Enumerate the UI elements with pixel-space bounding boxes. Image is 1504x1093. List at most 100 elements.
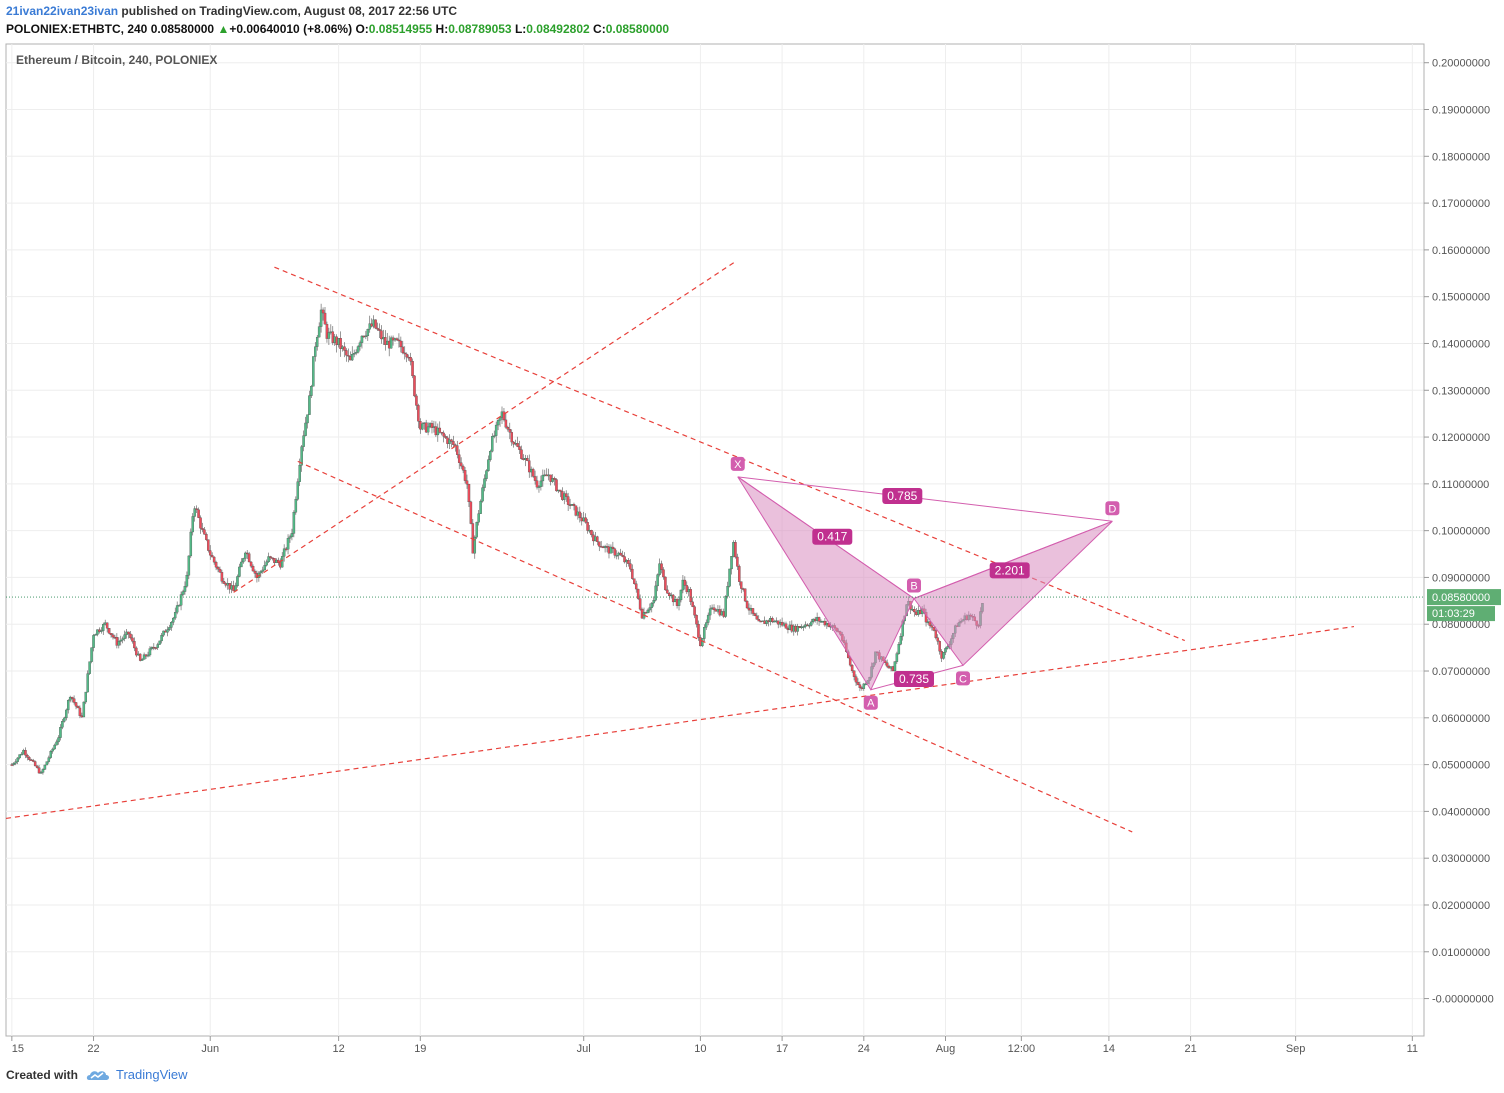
low-label: L: <box>514 22 527 36</box>
candle-body <box>590 530 593 536</box>
candle-body <box>88 661 91 674</box>
candle-body <box>572 504 576 506</box>
pattern-point-badge <box>1105 501 1120 516</box>
candle-body <box>343 346 346 351</box>
candle-body <box>170 622 173 628</box>
candle-body <box>368 323 371 330</box>
candle-body <box>127 631 130 635</box>
ratio-badge <box>989 562 1030 579</box>
candle-body <box>668 593 671 597</box>
candle-body <box>45 761 49 766</box>
candle-body <box>808 625 811 627</box>
candle-body <box>627 560 630 564</box>
price-axis[interactable]: 0.20000000 0.19000000 0.18000000 0.17000000… <box>1423 44 1501 1036</box>
candle-body <box>708 608 712 616</box>
candle-body <box>740 581 743 589</box>
candle-body <box>481 487 484 502</box>
candle-body <box>282 548 286 557</box>
candle-body <box>646 609 650 614</box>
candle-body <box>467 483 471 503</box>
candle-body <box>317 326 321 338</box>
candle-body <box>609 546 613 554</box>
last-price-label: 0.08580000 <box>1432 592 1490 604</box>
candle-body <box>689 589 692 603</box>
candle-body <box>288 536 292 539</box>
close-value: 0.08580000 <box>605 22 670 36</box>
candle-body <box>181 591 185 595</box>
harmonic-pattern[interactable]: X A B C D 0.417 0.785 0.735 2.201 <box>730 456 1120 710</box>
candle-body <box>487 459 490 471</box>
candle-body <box>691 601 694 607</box>
candle-body <box>203 529 206 535</box>
candle-body <box>119 639 123 642</box>
plot-area[interactable] <box>5 43 1425 1037</box>
candle-body <box>751 608 755 614</box>
candle-body <box>697 623 700 638</box>
candle-body <box>111 634 115 638</box>
candle-body <box>121 638 124 641</box>
candle-body <box>16 757 19 762</box>
candle-body <box>430 423 434 428</box>
candle-body <box>321 309 325 314</box>
candle-body <box>485 470 488 479</box>
candle-body <box>61 721 64 728</box>
candle-body <box>712 607 716 610</box>
candle-body <box>802 626 805 628</box>
time-tick-label: 21 <box>1184 1043 1196 1055</box>
tradingview-link[interactable]: TradingView <box>86 1067 188 1082</box>
candle-body <box>817 617 821 622</box>
countdown-label: 01:03:29 <box>1432 608 1475 620</box>
candle-body <box>510 432 513 443</box>
price-tick-label: 0.05000000 <box>1432 760 1490 772</box>
candle-body <box>35 765 39 768</box>
candle-body <box>160 634 163 642</box>
candle-body <box>399 340 403 348</box>
candle-body <box>810 621 813 626</box>
candle-body <box>193 508 196 517</box>
candle-body <box>475 522 478 538</box>
author-link[interactable]: 21ivan22ivan23ivan <box>6 4 119 18</box>
candle-body <box>862 683 866 689</box>
candle-body <box>43 764 47 770</box>
candle-body <box>216 567 220 570</box>
candle-body <box>300 446 303 466</box>
candle-body <box>352 353 356 355</box>
candle-body <box>638 598 642 610</box>
candle-body <box>158 640 161 645</box>
price-tick-label: 0.01000000 <box>1432 947 1490 959</box>
time-tick-label: Jul <box>577 1043 591 1055</box>
candle-body <box>596 536 599 542</box>
candle-body <box>473 536 477 554</box>
candle-body <box>946 646 949 649</box>
ratio-label: 0.785 <box>887 489 917 503</box>
candle-body <box>109 633 113 636</box>
candle-body <box>899 636 903 645</box>
candle-body <box>934 630 938 638</box>
candle-body <box>796 626 799 632</box>
candle-body <box>65 709 68 719</box>
created-with-label: Created with <box>6 1067 79 1082</box>
price-tick-label: 0.10000000 <box>1432 526 1490 538</box>
candle-body <box>701 638 704 647</box>
candle-body <box>553 478 556 480</box>
price-tick-label: 0.13000000 <box>1432 385 1490 397</box>
candle-body <box>380 330 383 340</box>
candle-body <box>765 620 768 624</box>
candle-body <box>650 602 654 608</box>
candle-body <box>66 700 70 711</box>
candle-body <box>631 568 634 579</box>
candle-body <box>858 684 862 688</box>
time-axis[interactable]: 15 22 Jun 12 19 Jul 10 17 24 Aug 12:00 14 21 Sep 11 <box>11 1036 1418 1055</box>
candle-body <box>745 600 749 609</box>
candle-body <box>39 772 43 774</box>
candle-body <box>611 546 615 549</box>
candle-body <box>683 579 687 586</box>
publish-text: published on TradingView.com, August 08,… <box>121 4 458 18</box>
candle-body <box>84 691 88 703</box>
candle-body <box>191 516 194 533</box>
time-tick-label: Aug <box>936 1043 956 1055</box>
candle-body <box>932 627 936 631</box>
candle-body <box>63 717 66 722</box>
time-tick-label: 22 <box>87 1043 99 1055</box>
